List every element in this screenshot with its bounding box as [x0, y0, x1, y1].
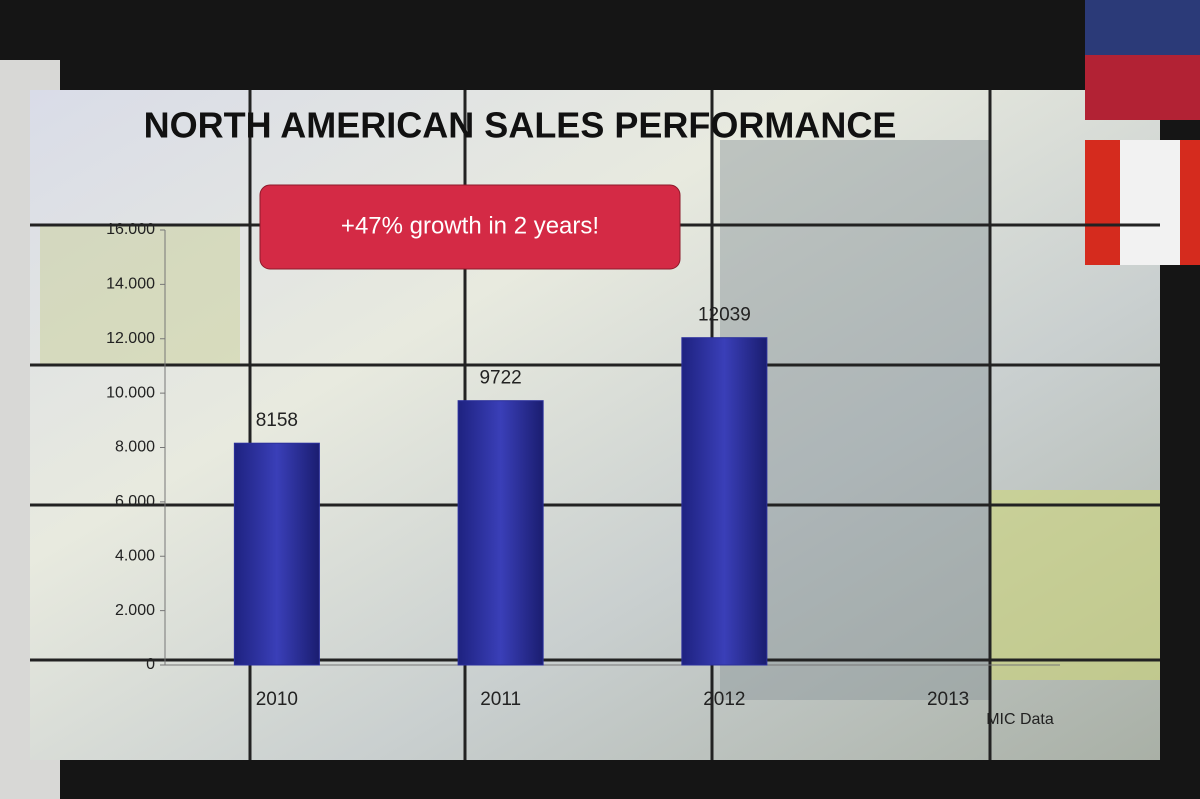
y-tick-label: 14.000	[106, 276, 155, 293]
us-flag-canton	[1085, 0, 1200, 55]
y-tick-label: 10.000	[106, 384, 155, 401]
y-tick-label: 2.000	[115, 602, 155, 619]
flags	[1085, 0, 1200, 265]
panel-tint	[990, 490, 1160, 680]
value-label: 9722	[479, 368, 521, 389]
chart-title: NORTH AMERICAN SALES PERFORMANCE	[144, 105, 897, 146]
x-tick-label: 2012	[703, 689, 745, 710]
value-label: 8158	[256, 410, 298, 431]
x-tick-label: 2013	[927, 689, 969, 710]
x-tick-label: 2010	[256, 689, 298, 710]
bar	[457, 400, 544, 666]
x-tick-label: 2011	[480, 689, 521, 710]
canada-flag-center	[1120, 140, 1180, 265]
y-tick-label: 6.000	[115, 493, 155, 510]
y-tick-label: 4.000	[115, 547, 155, 564]
value-label: 12039	[698, 305, 751, 326]
bar	[233, 442, 320, 666]
y-tick-label: 12.000	[106, 330, 155, 347]
bar	[681, 337, 768, 666]
panel-tint	[40, 225, 240, 365]
y-tick-label: 16.000	[106, 221, 155, 238]
y-tick-label: 8.000	[115, 439, 155, 456]
annotation-box	[259, 184, 681, 270]
y-tick-label: 0	[146, 656, 155, 673]
annotation: +47% growth in 2 years!	[341, 212, 599, 239]
source: MIC Data	[986, 711, 1054, 728]
